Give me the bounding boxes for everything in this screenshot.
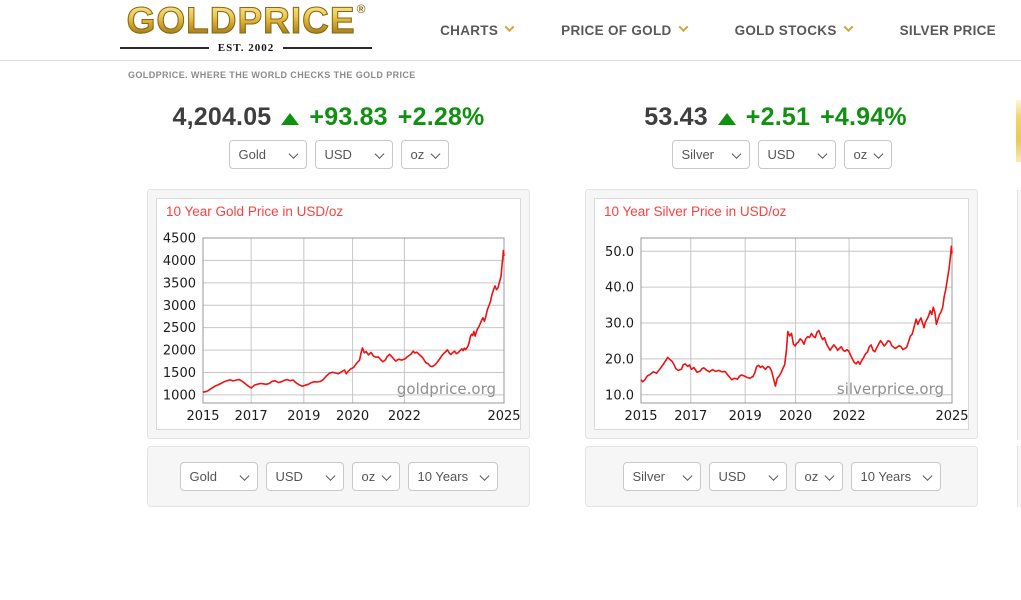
svg-text:2025: 2025 xyxy=(487,409,520,424)
cutoff-panel-edge xyxy=(1017,446,1021,507)
gold-chart-panel: 10 Year Gold Price in USD/oz 1000 1500 200… xyxy=(147,189,530,439)
gold-top-selects: Gold USD oz xyxy=(147,140,530,169)
est-line-left xyxy=(120,47,209,49)
gold-chart-metal-select[interactable]: Gold xyxy=(179,462,258,491)
logo-wordmark: GOLDPRICE ® xyxy=(120,0,372,41)
logo[interactable]: GOLDPRICE ® EST. 2002 xyxy=(120,0,373,54)
gold-change: +93.83 xyxy=(309,103,388,131)
svg-text:2015: 2015 xyxy=(186,409,219,424)
silver-top-selects: Silver USD oz xyxy=(585,140,978,169)
up-triangle-icon xyxy=(281,112,300,125)
header: GOLDPRICE ® EST. 2002 CHARTS PRICE OF GO… xyxy=(0,0,1021,61)
svg-text:2022: 2022 xyxy=(388,409,421,424)
tagline: GOLDPRICE. WHERE THE WORLD CHECKS THE GO… xyxy=(128,70,416,80)
nav-item-charts[interactable]: CHARTS xyxy=(440,21,515,38)
silver-chart[interactable]: 10 Year Silver Price in USD/oz 10.0 20.0 3… xyxy=(594,198,969,430)
svg-text:1500: 1500 xyxy=(163,366,196,381)
svg-text:2500: 2500 xyxy=(163,321,196,336)
svg-text:30.0: 30.0 xyxy=(605,317,634,332)
gold-controls-bar: Gold USD oz 10 Years xyxy=(147,446,530,507)
silver-chart-period-select[interactable]: 10 Years xyxy=(850,462,941,491)
up-triangle-icon xyxy=(717,112,736,125)
svg-text:2019: 2019 xyxy=(729,409,762,424)
svg-text:4000: 4000 xyxy=(163,254,196,269)
svg-text:40.0: 40.0 xyxy=(605,281,634,296)
nav-label: CHARTS xyxy=(440,22,499,38)
main-nav: CHARTS PRICE OF GOLD GOLD STOCKS SILVER … xyxy=(440,0,996,60)
est-line-right xyxy=(283,47,373,49)
nav-item-silver-price[interactable]: SILVER PRICE xyxy=(900,23,996,38)
gold-chart-title: 10 Year Gold Price in USD/oz xyxy=(166,204,344,219)
gold-chart-unit-select[interactable]: oz xyxy=(351,462,400,491)
registered-trademark-icon: ® xyxy=(356,2,366,16)
nav-label: PRICE OF GOLD xyxy=(561,22,672,38)
silver-price-chart-svg[interactable]: 10.0 20.0 30.0 40.0 50.0 2015 2017 2019 2020 2022… xyxy=(595,199,968,429)
logo-established: EST. 2002 xyxy=(120,42,373,54)
silver-chart-currency-select[interactable]: USD xyxy=(708,462,787,491)
svg-text:2017: 2017 xyxy=(674,409,707,424)
gold-section: 4,204.05 +93.83 +2.28% Gold USD oz 10 Ye… xyxy=(147,0,530,600)
svg-text:2017: 2017 xyxy=(235,409,268,424)
svg-text:4500: 4500 xyxy=(163,232,196,247)
cutoff-gold-strip xyxy=(1016,100,1021,162)
svg-text:1000: 1000 xyxy=(163,388,196,403)
silver-section: 53.43 +2.51 +4.94% Silver USD oz 10 Year… xyxy=(585,0,978,600)
silver-bottom-selects: Silver USD oz 10 Years xyxy=(586,462,977,491)
svg-text:3000: 3000 xyxy=(163,299,196,314)
silver-change-percent: +4.94% xyxy=(820,103,907,131)
nav-item-gold-stocks[interactable]: GOLD STOCKS xyxy=(734,21,854,38)
svg-text:2022: 2022 xyxy=(833,409,866,424)
gold-chart[interactable]: 10 Year Gold Price in USD/oz 1000 1500 200… xyxy=(156,198,521,430)
cutoff-panel-edge xyxy=(1017,190,1021,440)
svg-text:2020: 2020 xyxy=(336,409,369,424)
silver-chart-title: 10 Year Silver Price in USD/oz xyxy=(604,204,787,219)
silver-change: +2.51 xyxy=(745,103,811,131)
silver-currency-select[interactable]: USD xyxy=(757,140,836,169)
nav-item-price-of-gold[interactable]: PRICE OF GOLD xyxy=(561,21,689,38)
silver-chart-metal-select[interactable]: Silver xyxy=(622,462,701,491)
svg-text:3500: 3500 xyxy=(163,276,196,291)
svg-text:20.0: 20.0 xyxy=(605,352,634,367)
gold-price: 4,204.05 xyxy=(172,103,272,131)
svg-text:2020: 2020 xyxy=(779,409,812,424)
gold-chart-currency-select[interactable]: USD xyxy=(265,462,344,491)
silver-price: 53.43 xyxy=(644,103,708,131)
nav-label: GOLD STOCKS xyxy=(734,22,837,38)
logo-text: GOLDPRICE xyxy=(126,0,356,41)
gold-price-row: 4,204.05 +93.83 +2.28% xyxy=(137,103,520,132)
svg-text:10.0: 10.0 xyxy=(605,388,634,403)
svg-text:50.0: 50.0 xyxy=(605,245,634,260)
svg-text:goldprice.org: goldprice.org xyxy=(397,380,496,398)
silver-price-row: 53.43 +2.51 +4.94% xyxy=(579,103,972,132)
svg-text:2015: 2015 xyxy=(624,409,657,424)
est-text: EST. 2002 xyxy=(217,42,275,54)
gold-chart-period-select[interactable]: 10 Years xyxy=(407,462,498,491)
gold-change-percent: +2.28% xyxy=(397,103,485,131)
svg-text:2000: 2000 xyxy=(163,344,196,359)
svg-text:silverprice.org: silverprice.org xyxy=(837,380,944,398)
svg-text:2019: 2019 xyxy=(287,409,320,424)
silver-unit-select[interactable]: oz xyxy=(843,140,892,169)
gold-bottom-selects: Gold USD oz 10 Years xyxy=(148,462,529,491)
gold-unit-select[interactable]: oz xyxy=(400,140,449,169)
silver-chart-panel: 10 Year Silver Price in USD/oz 10.0 20.0 3… xyxy=(585,189,978,439)
nav-label: SILVER PRICE xyxy=(899,22,996,38)
silver-chart-unit-select[interactable]: oz xyxy=(794,462,843,491)
silver-controls-bar: Silver USD oz 10 Years xyxy=(585,446,978,507)
gold-metal-select[interactable]: Gold xyxy=(228,140,307,169)
gold-price-chart-svg[interactable]: 1000 1500 2000 2500 3000 3500 4000 4500 2015 2017… xyxy=(157,199,520,429)
svg-text:2025: 2025 xyxy=(935,409,968,424)
gold-currency-select[interactable]: USD xyxy=(314,140,393,169)
silver-metal-select[interactable]: Silver xyxy=(671,140,750,169)
